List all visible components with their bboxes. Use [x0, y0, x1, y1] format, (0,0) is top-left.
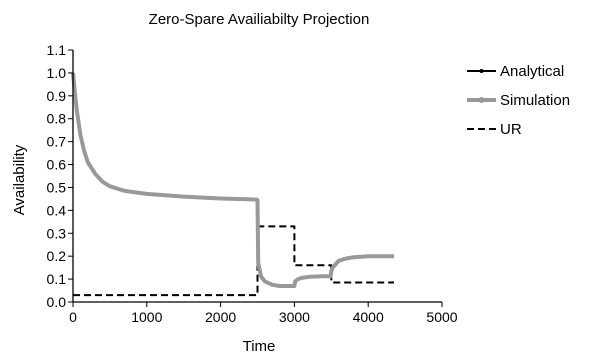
legend-label-simulation: Simulation [500, 92, 570, 109]
y-tick-label: 0.3 [47, 225, 67, 241]
legend-marker-analytical [479, 69, 484, 73]
axes: 0.0 0.1 0.2 0.3 0.4 0.5 0.6 0.7 0.8 0.9 1.0 1.1 0 100… [47, 42, 458, 325]
y-tick-label: 0.9 [47, 88, 67, 104]
y-tick-label: 0.6 [47, 157, 67, 173]
x-tick-label: 3000 [279, 309, 310, 325]
x-tick-label: 1000 [131, 309, 162, 325]
y-tick-label: 0.0 [47, 294, 67, 310]
y-tick-label: 0.1 [47, 271, 67, 287]
x-tick-label: 4000 [353, 309, 384, 325]
plot-area [71, 72, 394, 297]
legend-label-analytical: Analytical [500, 63, 564, 80]
legend-label-ur: UR [500, 121, 522, 138]
series-line-ur [73, 225, 394, 297]
y-tick-label: 1.0 [47, 65, 67, 81]
legend-marker-simulation [478, 97, 485, 103]
y-tick-label: 0.4 [47, 202, 67, 218]
y-tick-label: 1.1 [47, 42, 67, 58]
x-tick-label: 0 [69, 309, 77, 325]
y-tick-label: 0.2 [47, 248, 67, 264]
y-axis-title: Availability [11, 144, 28, 215]
series-line-simulation [71, 72, 394, 288]
y-tick-label: 0.5 [47, 179, 67, 195]
x-axis-title: Time [243, 338, 276, 355]
x-tick-label: 2000 [205, 309, 236, 325]
y-tick-label: 0.7 [47, 134, 67, 150]
legend: Analytical Simulation UR [467, 63, 570, 138]
chart-title: Zero-Spare Availiabilty Projection [149, 11, 370, 28]
x-tick-label: 5000 [426, 309, 457, 325]
y-tick-label: 0.8 [47, 111, 67, 127]
